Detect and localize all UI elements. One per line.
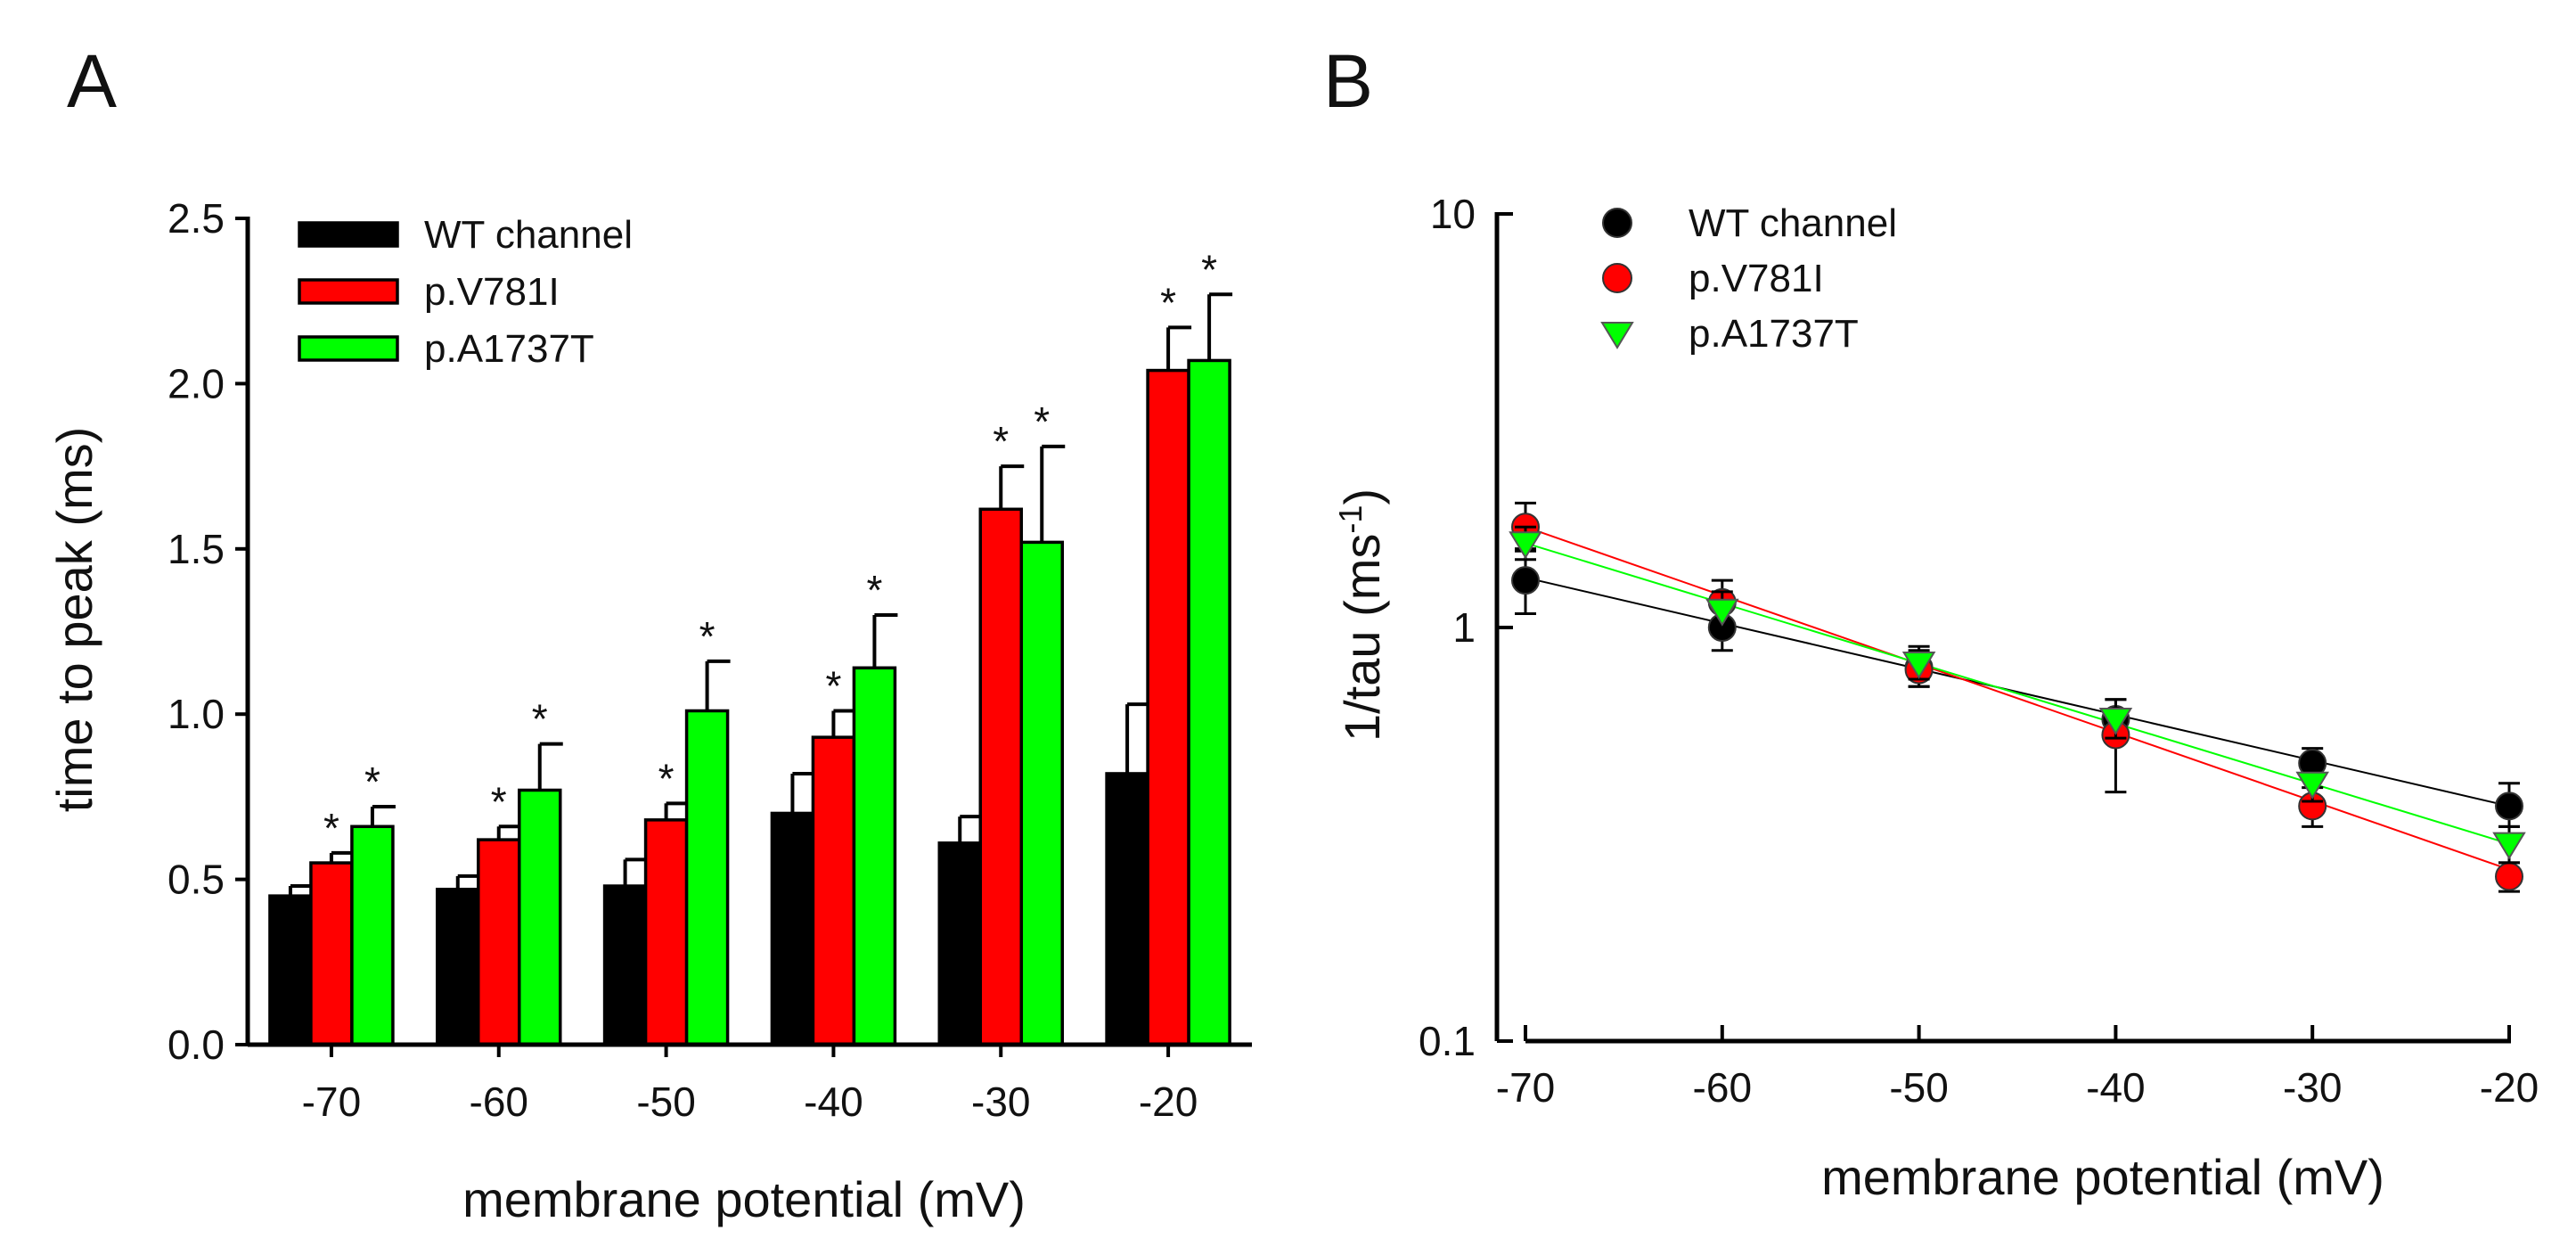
panel-b-y-axis-label: 1/tau (ms-1) bbox=[1332, 488, 1391, 742]
a-bar-a1737t bbox=[852, 666, 897, 1046]
b-x-tick-label: -50 bbox=[1889, 1064, 1948, 1111]
b-fit-line bbox=[1525, 526, 2510, 871]
a-bar-wt bbox=[602, 884, 648, 1046]
b-legend-label: WT channel bbox=[1689, 201, 1897, 245]
a-legend-swatch bbox=[298, 221, 399, 248]
b-y-tick-label: 0.1 bbox=[1419, 1018, 1476, 1064]
a-y-tick-label: 1.0 bbox=[168, 691, 225, 737]
panel-a-legend: WT channel p.V781I p.A1737T bbox=[298, 213, 633, 371]
a-significance-star: * bbox=[1034, 398, 1050, 445]
a-bar-v781i bbox=[309, 861, 354, 1046]
a-y-tick-label: 2.0 bbox=[168, 360, 225, 406]
a-legend-label: p.V781I bbox=[424, 270, 560, 314]
panel-a-x-axis-label: membrane potential (mV) bbox=[462, 1171, 1026, 1227]
panel-a-bars: * * * * * * * * * * * * bbox=[268, 246, 1233, 1046]
b-x-tick-label: -40 bbox=[2086, 1064, 2145, 1111]
panel-b-points bbox=[1509, 501, 2526, 893]
a-y-tick-label: 0.5 bbox=[168, 857, 225, 903]
a-significance-star: * bbox=[658, 755, 675, 801]
a-significance-star: * bbox=[364, 759, 380, 805]
b-point-wt bbox=[2495, 792, 2523, 821]
a-significance-star: * bbox=[825, 662, 841, 709]
a-legend-swatch bbox=[298, 278, 399, 305]
a-legend-label: p.A1737T bbox=[424, 327, 594, 371]
a-bar-v781i bbox=[477, 838, 521, 1046]
panel-b-axes: 0.1 1 10 -70 -60 -50 -40 -30 -20 bbox=[1419, 191, 2539, 1111]
b-point-a1737t bbox=[2492, 832, 2526, 860]
panel-b-label: B bbox=[1323, 39, 1373, 123]
b-x-tick-label: -30 bbox=[2283, 1064, 2342, 1111]
a-bar-a1737t bbox=[350, 824, 395, 1046]
a-significance-star: * bbox=[1160, 279, 1176, 325]
b-point-a1737t bbox=[1509, 531, 1542, 560]
a-x-tick-label: -40 bbox=[804, 1079, 863, 1125]
a-x-tick-label: -30 bbox=[971, 1079, 1030, 1125]
b-fit-line bbox=[1525, 542, 2510, 845]
a-bar-wt bbox=[1105, 772, 1149, 1046]
panel-b-scatter-chart: B WT channel p.V781I p.A1737T 0.1 1 10 -70 -60… bbox=[1323, 39, 2539, 1205]
panel-a-y-axis-label: time to peak (ms) bbox=[46, 427, 102, 813]
a-bar-wt bbox=[268, 894, 313, 1046]
a-significance-star: * bbox=[491, 778, 507, 824]
b-legend-marker bbox=[1602, 263, 1632, 293]
panel-b-y-axis-label-close: ) bbox=[1334, 488, 1390, 505]
a-significance-star: * bbox=[993, 418, 1009, 464]
panel-a-axes: 0.0 0.5 1.0 1.5 2.0 2.5 -70 -60 -50 -40 -30 -20 bbox=[168, 195, 1252, 1125]
b-x-tick-label: -70 bbox=[1496, 1064, 1555, 1111]
a-x-tick-label: -50 bbox=[636, 1079, 695, 1125]
a-significance-star: * bbox=[866, 567, 882, 613]
a-bar-wt bbox=[937, 841, 982, 1046]
a-bar-a1737t bbox=[1187, 358, 1231, 1046]
panel-b-y-axis-label-sup: -1 bbox=[1332, 505, 1369, 534]
a-legend-swatch bbox=[298, 335, 399, 362]
a-bar-v781i bbox=[643, 818, 689, 1046]
a-bar-a1737t bbox=[1019, 540, 1064, 1046]
a-y-tick-label: 2.5 bbox=[168, 195, 225, 242]
a-x-tick-label: -20 bbox=[1139, 1079, 1198, 1125]
b-point-v781i bbox=[2495, 862, 2523, 891]
b-legend-marker bbox=[1602, 208, 1632, 238]
b-point-a1737t bbox=[1705, 598, 1739, 627]
b-point-a1737t bbox=[2295, 771, 2329, 800]
a-significance-star: * bbox=[323, 805, 339, 851]
b-point-wt bbox=[1511, 566, 1540, 595]
b-point-a1737t bbox=[2098, 707, 2133, 735]
panel-b-legend: WT channel p.V781I p.A1737T bbox=[1600, 201, 1897, 356]
a-y-tick-label: 0.0 bbox=[168, 1021, 225, 1068]
a-x-tick-label: -60 bbox=[470, 1079, 528, 1125]
a-legend-label: WT channel bbox=[424, 213, 633, 257]
b-fit-line bbox=[1525, 577, 2510, 808]
a-y-tick-label: 1.5 bbox=[168, 526, 225, 572]
b-legend-label: p.V781I bbox=[1689, 257, 1824, 300]
a-x-tick-label: -70 bbox=[302, 1079, 361, 1125]
a-bar-v781i bbox=[811, 735, 856, 1046]
b-point-a1737t bbox=[1901, 651, 1936, 679]
a-bar-a1737t bbox=[518, 788, 562, 1046]
b-x-tick-label: -20 bbox=[2480, 1064, 2539, 1111]
panel-b-x-axis-label: membrane potential (mV) bbox=[1821, 1149, 2384, 1205]
b-y-tick-label: 1 bbox=[1452, 604, 1476, 651]
a-significance-star: * bbox=[699, 613, 716, 660]
a-significance-star: * bbox=[532, 696, 548, 742]
a-bar-v781i bbox=[978, 507, 1023, 1046]
b-y-tick-label: 10 bbox=[1430, 191, 1476, 237]
panel-b-fit-lines bbox=[1525, 526, 2510, 871]
b-legend-marker bbox=[1600, 322, 1634, 349]
a-bar-wt bbox=[436, 887, 480, 1046]
a-bar-a1737t bbox=[684, 709, 730, 1046]
a-bar-v781i bbox=[1146, 368, 1190, 1046]
a-significance-star: * bbox=[1201, 246, 1217, 292]
a-bar-wt bbox=[770, 811, 815, 1046]
panel-b-y-axis-label-main: 1/tau (ms bbox=[1334, 534, 1390, 742]
panel-a-label: A bbox=[67, 39, 117, 123]
b-legend-label: p.A1737T bbox=[1689, 312, 1859, 356]
b-x-tick-label: -60 bbox=[1693, 1064, 1752, 1111]
